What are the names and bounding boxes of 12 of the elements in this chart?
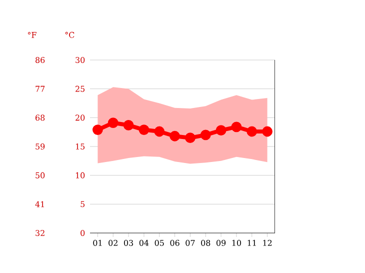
point — [246, 126, 258, 137]
point — [216, 125, 226, 136]
point — [138, 124, 150, 135]
point — [154, 126, 165, 137]
point — [170, 130, 180, 142]
point — [231, 122, 242, 132]
point — [185, 132, 196, 144]
point — [92, 124, 103, 135]
point — [123, 120, 134, 130]
point — [262, 126, 272, 137]
point — [200, 130, 211, 140]
point — [108, 118, 118, 128]
